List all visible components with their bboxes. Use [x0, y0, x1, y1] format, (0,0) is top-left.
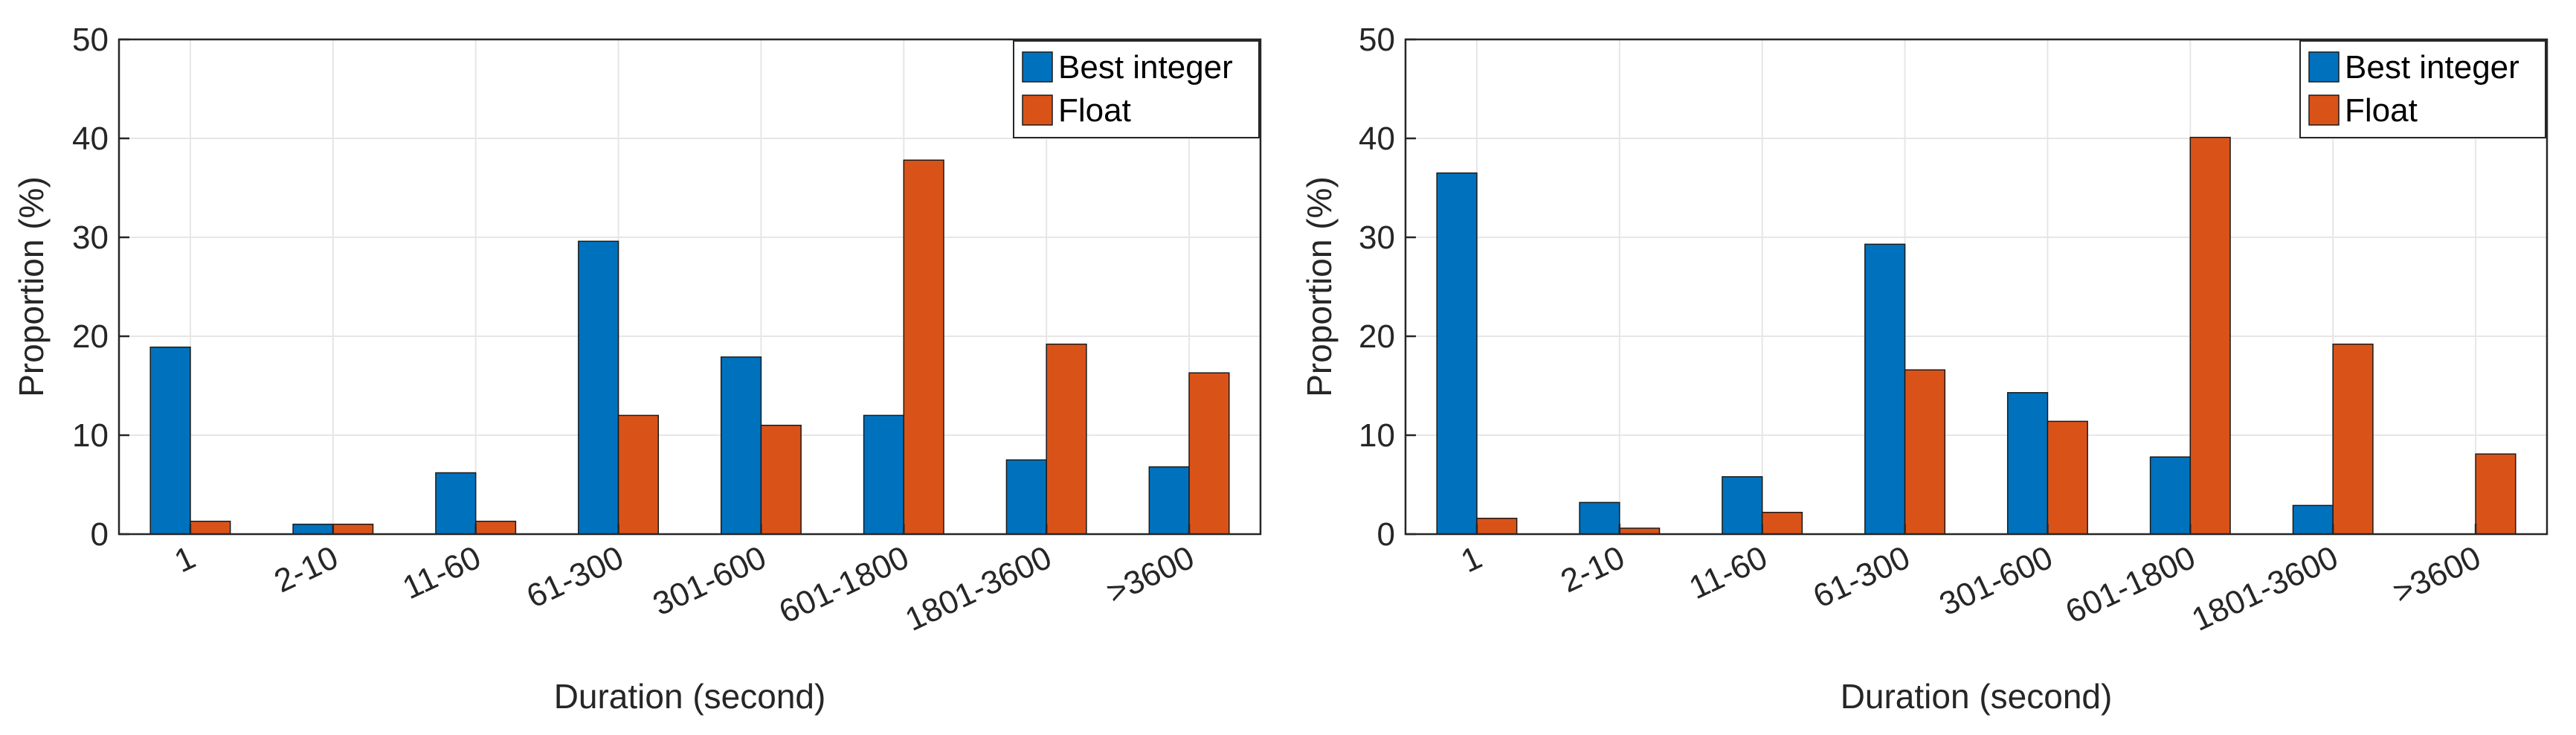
legend-swatch-float [1022, 94, 1053, 126]
y-tick-label: 20 [1359, 318, 1395, 355]
bar-float-7 [2475, 453, 2517, 535]
x-tick-label: >3600 [2388, 539, 2487, 612]
y-tick-label: 30 [72, 219, 109, 256]
x-tick-label: 1801-3600 [2186, 539, 2343, 638]
bar-best-integer-6 [2292, 504, 2334, 535]
legend-box [1013, 40, 1260, 138]
chart-panel-left: 0 10 20 30 40 50 1 2-10 11-60 61-300 301-600 601-18… [12, 22, 1262, 716]
axes-box [117, 38, 1262, 536]
x-axis-label: Duration (second) [1841, 677, 2113, 716]
x-tick-label: 601-1800 [773, 539, 914, 631]
bars [149, 159, 1230, 535]
chart-panel-right: 0 10 20 30 40 50 1 2-10 11-60 61-300 301-600 601-18… [1300, 22, 2548, 716]
y-tick-label: 40 [72, 121, 109, 157]
legend: Best integer Float [2299, 40, 2546, 138]
bar-best-integer-3 [1864, 243, 1906, 535]
bar-float-6 [1046, 343, 1087, 535]
bar-best-integer-5 [863, 414, 905, 535]
y-tick-label: 50 [72, 22, 109, 58]
bar-best-integer-4 [720, 356, 762, 535]
x-tick-label: 2-10 [1556, 539, 1631, 600]
bar-best-integer-1 [1579, 501, 1620, 535]
x-tick-label: 11-60 [397, 539, 486, 607]
bars [1436, 136, 2517, 535]
y-tick-label: 40 [1359, 121, 1395, 157]
bar-float-5 [903, 159, 944, 535]
bar-float-2 [474, 520, 517, 535]
x-tick-label: >3600 [1101, 539, 1200, 612]
legend: Best integer Float [1013, 40, 1260, 138]
x-tick-label: 2-10 [269, 539, 344, 600]
bar-best-integer-0 [1436, 172, 1478, 535]
bar-best-integer-5 [2149, 456, 2192, 535]
legend-box [2299, 40, 2546, 138]
x-tick-label: 11-60 [1684, 539, 1773, 607]
y-tick-label: 0 [1377, 516, 1395, 553]
x-tick-label: 61-300 [521, 539, 629, 615]
legend-label-float: Float [2345, 92, 2418, 129]
x-tick-label: 1 [1455, 539, 1487, 580]
x-tick-label: 1801-3600 [900, 539, 1057, 638]
bar-float-4 [760, 424, 802, 535]
y-axis-label: Proportion (%) [12, 176, 51, 397]
bar-float-4 [2047, 420, 2088, 535]
x-tick-label: 61-300 [1808, 539, 1916, 615]
bar-best-integer-4 [2006, 392, 2049, 535]
bar-float-7 [1188, 372, 1230, 535]
bar-float-3 [617, 414, 660, 535]
bar-float-5 [2189, 136, 2231, 535]
bar-float-0 [190, 520, 231, 535]
bar-best-integer-3 [578, 240, 619, 535]
x-tick-label: 1 [169, 539, 201, 580]
x-tick-label: 601-1800 [2060, 539, 2200, 631]
bar-best-integer-1 [292, 523, 334, 535]
y-axis-label: Proportion (%) [1300, 176, 1339, 397]
x-tick-label: 301-600 [648, 539, 772, 623]
y-tick-label: 30 [1359, 219, 1395, 256]
y-tick-label: 50 [1359, 22, 1395, 58]
legend-label-float: Float [1058, 92, 1131, 129]
y-tick-label: 0 [91, 516, 109, 553]
legend-label-best-integer: Best integer [1058, 49, 1233, 86]
bar-best-integer-2 [1722, 476, 1763, 535]
bar-float-6 [2332, 343, 2374, 535]
bar-best-integer-7 [1148, 466, 1190, 535]
bar-float-0 [1476, 517, 1518, 535]
bar-float-3 [1904, 369, 1946, 535]
x-axis-label: Duration (second) [554, 677, 826, 716]
bar-float-2 [1761, 511, 1803, 535]
bar-best-integer-0 [149, 346, 191, 535]
legend-swatch-best-integer [2308, 51, 2340, 83]
bar-best-integer-6 [1005, 459, 1047, 535]
y-tick-label: 10 [72, 417, 109, 454]
bar-best-integer-2 [435, 472, 477, 535]
x-tick-label: 301-600 [1934, 539, 2058, 623]
legend-swatch-float [2308, 94, 2340, 126]
legend-swatch-best-integer [1022, 51, 1053, 83]
y-tick-label: 20 [72, 318, 109, 355]
axes-box [1404, 38, 2548, 536]
legend-label-best-integer: Best integer [2345, 49, 2519, 86]
bar-float-1 [332, 523, 374, 535]
y-tick-label: 10 [1359, 417, 1395, 454]
